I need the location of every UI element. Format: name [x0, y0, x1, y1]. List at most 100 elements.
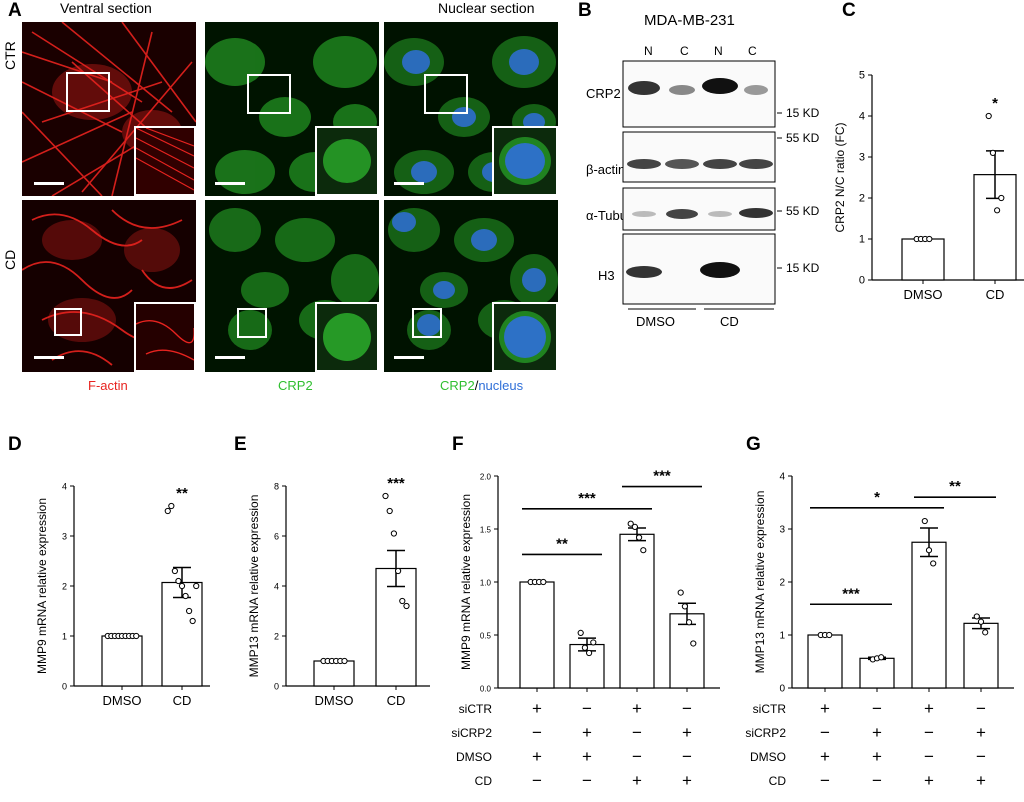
data-point	[399, 597, 406, 605]
inset-zoom	[492, 302, 558, 372]
scale-bar	[394, 182, 424, 185]
inset-zoom	[315, 126, 379, 196]
roi-box	[424, 74, 468, 114]
treatment-symbol: −	[532, 723, 542, 742]
y-tick-label: 4	[859, 111, 865, 123]
y-tick-label: 2	[62, 582, 67, 592]
y-tick-label: 1	[859, 234, 865, 246]
treatment-row-label: DMSO	[750, 750, 786, 764]
scale-bar	[34, 356, 64, 359]
y-axis-label: MMP13 mRNA relative expression	[247, 495, 261, 678]
data-point	[826, 631, 833, 639]
panel-f-letter: F	[452, 434, 464, 455]
data-point	[403, 602, 410, 610]
data-point	[540, 578, 547, 586]
x-tick-label: CD	[387, 693, 406, 708]
treatment-symbol: −	[820, 723, 830, 742]
data-point	[175, 577, 182, 585]
treatment-symbol: +	[924, 699, 934, 718]
bar	[669, 613, 705, 689]
data-point	[182, 592, 189, 600]
treatment-symbol: −	[820, 771, 830, 790]
y-tick-label: 0	[62, 682, 67, 692]
significance-marker: **	[176, 485, 188, 502]
treatment-matrix-f: siCTR + − + − siCRP2 − + − + DMSO + + − − CD − − + +	[448, 699, 720, 800]
micrograph-merge-cd	[384, 200, 558, 372]
y-tick-label: 0.0	[480, 685, 492, 694]
cell-line-label: MDA-MB-231	[644, 12, 735, 29]
y-tick-label: 1.0	[480, 579, 492, 588]
roi-box	[247, 74, 291, 114]
inset-zoom	[492, 126, 558, 196]
data-point	[168, 502, 175, 510]
bar	[101, 635, 143, 687]
treatment-symbol: −	[924, 747, 934, 766]
y-tick-label: 0	[779, 684, 785, 695]
panel-a-letter: A	[8, 0, 22, 21]
roi-box	[237, 308, 267, 338]
data-point	[977, 618, 985, 625]
y-tick-label: 2	[859, 193, 865, 205]
treatment-matrix-g: siCTR + − + − siCRP2 − + − + DMSO + + − − CD − − + +	[744, 699, 1020, 800]
mw-marker: 55 KD	[786, 131, 820, 145]
data-point	[395, 567, 402, 575]
data-point	[590, 639, 597, 646]
data-point	[627, 520, 634, 527]
significance-marker: ***	[653, 468, 671, 485]
channel-label-merge: CRP2/nucleus	[440, 378, 524, 393]
scale-bar	[215, 356, 245, 359]
bar	[901, 238, 945, 281]
treatment-symbol: +	[682, 771, 692, 790]
data-point	[382, 492, 389, 500]
y-tick-label: 3	[62, 532, 67, 542]
treatment-symbol: +	[632, 699, 642, 718]
nuclear-section-title: Nuclear section	[438, 0, 535, 16]
y-axis-label: CRP2 N/C ratio (FC)	[833, 122, 847, 232]
chart-c: 0 1 2 3 4 5 CRP2 N/C ratio (FC) DMSO CD *	[833, 70, 1024, 302]
bar	[859, 657, 895, 689]
y-tick-label: 5	[859, 70, 865, 82]
data-point	[581, 644, 588, 651]
data-point	[341, 657, 348, 665]
y-tick-label: 4	[779, 472, 785, 483]
data-point	[636, 534, 643, 541]
significance-marker: **	[949, 478, 961, 495]
data-point	[921, 517, 928, 525]
treatment-symbol: −	[682, 699, 692, 718]
lane-label: N	[644, 44, 653, 58]
lane-label: C	[680, 44, 689, 58]
data-point	[186, 607, 193, 615]
bar	[963, 622, 999, 689]
data-point	[390, 530, 397, 537]
data-point	[193, 582, 200, 590]
inset-zoom	[315, 302, 379, 372]
panel-c-letter: C	[842, 0, 856, 21]
mw-marker: 15 KD	[786, 261, 820, 275]
data-point	[926, 235, 933, 243]
treatment-symbol: −	[582, 699, 592, 718]
y-tick-label: 2	[779, 578, 785, 589]
significance-marker: ***	[842, 585, 860, 602]
significance-marker: *	[992, 95, 998, 112]
ventral-section-title: Ventral section	[60, 0, 152, 16]
panel-d-letter: D	[8, 434, 22, 455]
data-point	[982, 629, 989, 636]
treatment-symbol: +	[532, 747, 542, 766]
x-tick-label: DMSO	[103, 693, 142, 708]
data-point	[631, 523, 638, 530]
treatment-symbol: +	[582, 723, 592, 742]
micrograph-crp2-cd	[205, 200, 379, 372]
bar	[313, 660, 355, 687]
data-point	[640, 547, 647, 554]
treatment-symbol: +	[582, 747, 592, 766]
data-point	[686, 619, 693, 626]
roi-box	[412, 308, 442, 338]
treatment-symbol: +	[976, 723, 986, 742]
y-axis-label: MMP13 mRNA relative expression	[753, 491, 767, 674]
treatment-symbol: +	[820, 699, 830, 718]
treatment-row-label: siCRP2	[745, 726, 786, 740]
data-point	[878, 654, 885, 661]
treatment-symbol: −	[532, 771, 542, 790]
row-label-ctr: CTR	[2, 41, 18, 70]
